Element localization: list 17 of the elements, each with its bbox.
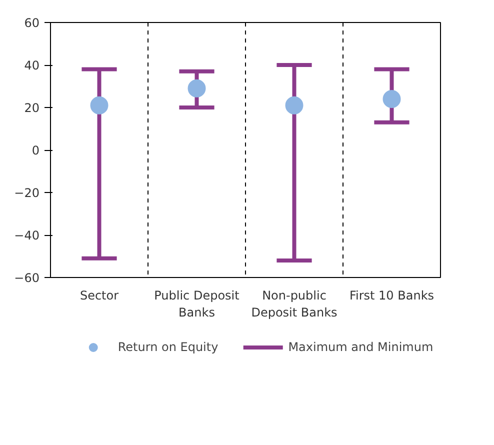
y-tick-label: −40 [14, 228, 40, 242]
y-tick-label: 40 [24, 58, 40, 72]
point [188, 79, 206, 98]
y-tick-label: −60 [14, 271, 40, 285]
point [90, 96, 108, 114]
point [285, 96, 304, 114]
text: Maximum and Minimum [288, 340, 434, 354]
y-tick-label: −20 [14, 186, 40, 200]
x-tick-label: Non-public Deposit Banks [251, 288, 338, 320]
x-tick-label: Sector [80, 288, 119, 302]
point [382, 90, 401, 108]
y-tick-label: 20 [24, 101, 40, 115]
legend-label: Return on Equity [118, 340, 218, 354]
y-tick-label: 0 [32, 144, 40, 158]
x-tick-label: First 10 Banks [349, 288, 434, 302]
x-tick-label: Public Deposit Banks [154, 288, 240, 320]
y-tick-label: 60 [24, 16, 40, 30]
